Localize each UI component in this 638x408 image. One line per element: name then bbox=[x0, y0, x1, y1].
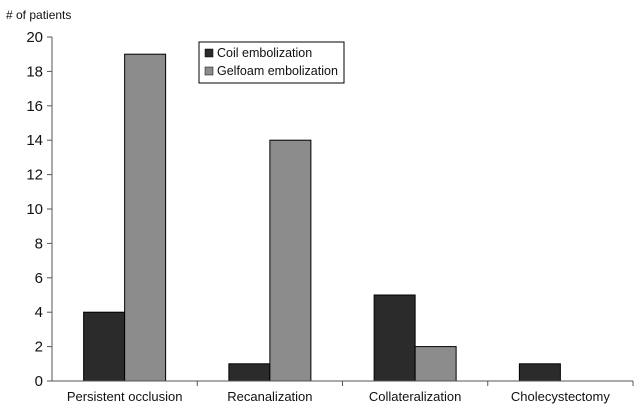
x-axis-ticks: Persistent occlusion Recanalization Collat… bbox=[67, 381, 634, 404]
bar-coil bbox=[83, 311, 126, 382]
y-tick-label: 18 bbox=[26, 63, 43, 80]
legend-label: Coil embolization bbox=[217, 46, 312, 60]
y-axis-label: # of patients bbox=[6, 8, 71, 22]
y-tick-label: 8 bbox=[35, 235, 43, 252]
x-tick-label: Collateralization bbox=[369, 389, 462, 404]
bar-gelfoam bbox=[269, 139, 312, 382]
y-tick-label: 20 bbox=[26, 29, 43, 46]
y-axis-ticks: 0 2 4 6 8 10 12 14 16 18 20 bbox=[26, 29, 52, 390]
y-tick-label: 12 bbox=[26, 167, 43, 184]
bar-gelfoam bbox=[124, 53, 167, 382]
y-tick-label: 4 bbox=[35, 304, 43, 321]
y-tick-label: 14 bbox=[26, 132, 43, 149]
bar-coil bbox=[518, 363, 561, 382]
legend: Coil embolization Gelfoam embolization bbox=[198, 41, 345, 84]
bar-gelfoam bbox=[414, 346, 457, 382]
x-tick-label: Recanalization bbox=[227, 389, 312, 404]
y-tick-label: 10 bbox=[26, 201, 43, 218]
legend-label: Gelfoam embolization bbox=[217, 64, 338, 78]
bar-coil bbox=[228, 363, 271, 382]
x-tick-label: Persistent occlusion bbox=[67, 389, 183, 404]
legend-swatch bbox=[204, 48, 214, 58]
bar-coil bbox=[373, 294, 416, 382]
x-tick-label: Cholecystectomy bbox=[511, 389, 610, 404]
y-tick-label: 2 bbox=[35, 339, 43, 356]
y-tick-label: 6 bbox=[35, 270, 43, 287]
legend-swatch bbox=[204, 66, 214, 76]
legend-box bbox=[198, 41, 345, 84]
bars bbox=[83, 53, 561, 382]
y-tick-label: 0 bbox=[35, 373, 43, 390]
y-tick-label: 16 bbox=[26, 98, 43, 115]
